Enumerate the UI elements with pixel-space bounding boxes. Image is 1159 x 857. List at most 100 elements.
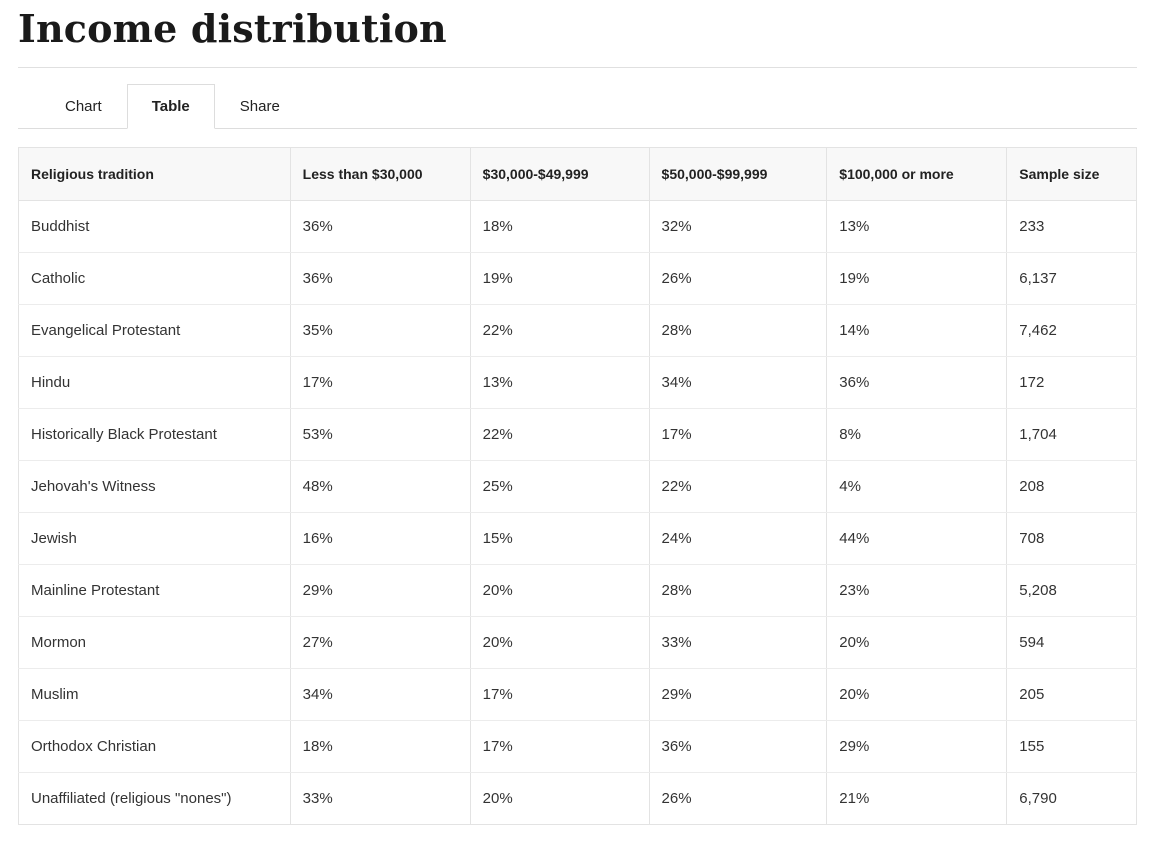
cell-religion: Muslim — [18, 668, 291, 721]
cell-value: 17% — [289, 356, 471, 409]
cell-value: 53% — [289, 408, 471, 461]
cell-value: 28% — [648, 564, 827, 617]
cell-value: 36% — [289, 252, 471, 305]
column-header-30000-49999: $30,000-$49,999 — [469, 147, 650, 201]
cell-value: 4% — [826, 460, 1007, 513]
table-row: Catholic 36% 19% 26% 19% 6,137 — [18, 252, 1137, 305]
cell-value: 34% — [648, 356, 827, 409]
cell-value: 36% — [826, 356, 1007, 409]
income-table-container: Religious tradition Less than $30,000 $3… — [18, 147, 1137, 825]
cell-value: 36% — [289, 200, 471, 253]
tab-chart[interactable]: Chart — [65, 98, 102, 115]
table-row: Evangelical Protestant 35% 22% 28% 14% 7… — [18, 304, 1137, 357]
income-distribution-table: Religious tradition Less than $30,000 $3… — [18, 147, 1137, 825]
table-row: Unaffiliated (religious "nones") 33% 20%… — [18, 772, 1137, 825]
cell-value: 29% — [648, 668, 827, 721]
cell-sample-size: 594 — [1006, 616, 1137, 669]
cell-sample-size: 6,790 — [1006, 772, 1137, 825]
cell-value: 29% — [289, 564, 471, 617]
cell-value: 26% — [648, 772, 827, 825]
table-row: Buddhist 36% 18% 32% 13% 233 — [18, 200, 1137, 253]
cell-value: 29% — [826, 720, 1007, 773]
cell-value: 21% — [826, 772, 1007, 825]
cell-value: 36% — [648, 720, 827, 773]
cell-value: 20% — [469, 616, 650, 669]
table-row: Jewish 16% 15% 24% 44% 708 — [18, 512, 1137, 565]
table-row: Jehovah's Witness 48% 25% 22% 4% 208 — [18, 460, 1137, 513]
cell-sample-size: 1,704 — [1006, 408, 1137, 461]
cell-value: 23% — [826, 564, 1007, 617]
cell-value: 35% — [289, 304, 471, 357]
cell-value: 8% — [826, 408, 1007, 461]
cell-religion: Unaffiliated (religious "nones") — [18, 772, 291, 825]
cell-value: 18% — [289, 720, 471, 773]
cell-value: 17% — [469, 720, 650, 773]
table-row: Mormon 27% 20% 33% 20% 594 — [18, 616, 1137, 669]
cell-value: 19% — [469, 252, 650, 305]
cell-religion: Mormon — [18, 616, 291, 669]
tab-share[interactable]: Share — [239, 98, 280, 115]
cell-value: 20% — [469, 772, 650, 825]
cell-religion: Hindu — [18, 356, 291, 409]
column-header-50000-99999: $50,000-$99,999 — [648, 147, 827, 201]
column-header-religious-tradition: Religious tradition — [18, 147, 291, 201]
table-row: Muslim 34% 17% 29% 20% 205 — [18, 668, 1137, 721]
cell-value: 33% — [648, 616, 827, 669]
cell-value: 22% — [469, 304, 650, 357]
cell-value: 18% — [469, 200, 650, 253]
cell-value: 34% — [289, 668, 471, 721]
cell-sample-size: 5,208 — [1006, 564, 1137, 617]
cell-value: 22% — [469, 408, 650, 461]
table-row: Historically Black Protestant 53% 22% 17… — [18, 408, 1137, 461]
cell-sample-size: 6,137 — [1006, 252, 1137, 305]
page-title: Income distribution — [18, 6, 447, 51]
cell-religion: Jewish — [18, 512, 291, 565]
cell-value: 27% — [289, 616, 471, 669]
cell-religion: Jehovah's Witness — [18, 460, 291, 513]
table-row: Mainline Protestant 29% 20% 28% 23% 5,20… — [18, 564, 1137, 617]
cell-religion: Orthodox Christian — [18, 720, 291, 773]
cell-value: 22% — [648, 460, 827, 513]
cell-religion: Historically Black Protestant — [18, 408, 291, 461]
cell-value: 24% — [648, 512, 827, 565]
column-header-sample-size: Sample size — [1006, 147, 1137, 201]
cell-value: 17% — [648, 408, 827, 461]
title-divider — [18, 67, 1137, 68]
cell-value: 25% — [469, 460, 650, 513]
cell-value: 19% — [826, 252, 1007, 305]
cell-value: 20% — [469, 564, 650, 617]
cell-value: 20% — [826, 668, 1007, 721]
cell-sample-size: 205 — [1006, 668, 1137, 721]
table-row: Orthodox Christian 18% 17% 36% 29% 155 — [18, 720, 1137, 773]
cell-sample-size: 208 — [1006, 460, 1137, 513]
cell-value: 28% — [648, 304, 827, 357]
cell-sample-size: 172 — [1006, 356, 1137, 409]
cell-value: 26% — [648, 252, 827, 305]
cell-value: 44% — [826, 512, 1007, 565]
cell-value: 17% — [469, 668, 650, 721]
cell-value: 13% — [469, 356, 650, 409]
cell-value: 16% — [289, 512, 471, 565]
tab-table[interactable]: Table — [126, 84, 215, 129]
cell-value: 32% — [648, 200, 827, 253]
cell-religion: Mainline Protestant — [18, 564, 291, 617]
cell-value: 48% — [289, 460, 471, 513]
cell-value: 20% — [826, 616, 1007, 669]
column-header-100000-or-more: $100,000 or more — [826, 147, 1007, 201]
cell-sample-size: 155 — [1006, 720, 1137, 773]
page: Income distribution Chart Table Share Re… — [18, 6, 1137, 825]
table-header-row: Religious tradition Less than $30,000 $3… — [18, 147, 1137, 201]
cell-religion: Evangelical Protestant — [18, 304, 291, 357]
column-header-less-than-30000: Less than $30,000 — [289, 147, 471, 201]
cell-value: 15% — [469, 512, 650, 565]
cell-value: 14% — [826, 304, 1007, 357]
cell-value: 33% — [289, 772, 471, 825]
cell-sample-size: 708 — [1006, 512, 1137, 565]
table-row: Hindu 17% 13% 34% 36% 172 — [18, 356, 1137, 409]
cell-sample-size: 233 — [1006, 200, 1137, 253]
tab-bar: Chart Table Share — [18, 84, 1137, 129]
cell-religion: Catholic — [18, 252, 291, 305]
cell-value: 13% — [826, 200, 1007, 253]
cell-religion: Buddhist — [18, 200, 291, 253]
cell-sample-size: 7,462 — [1006, 304, 1137, 357]
